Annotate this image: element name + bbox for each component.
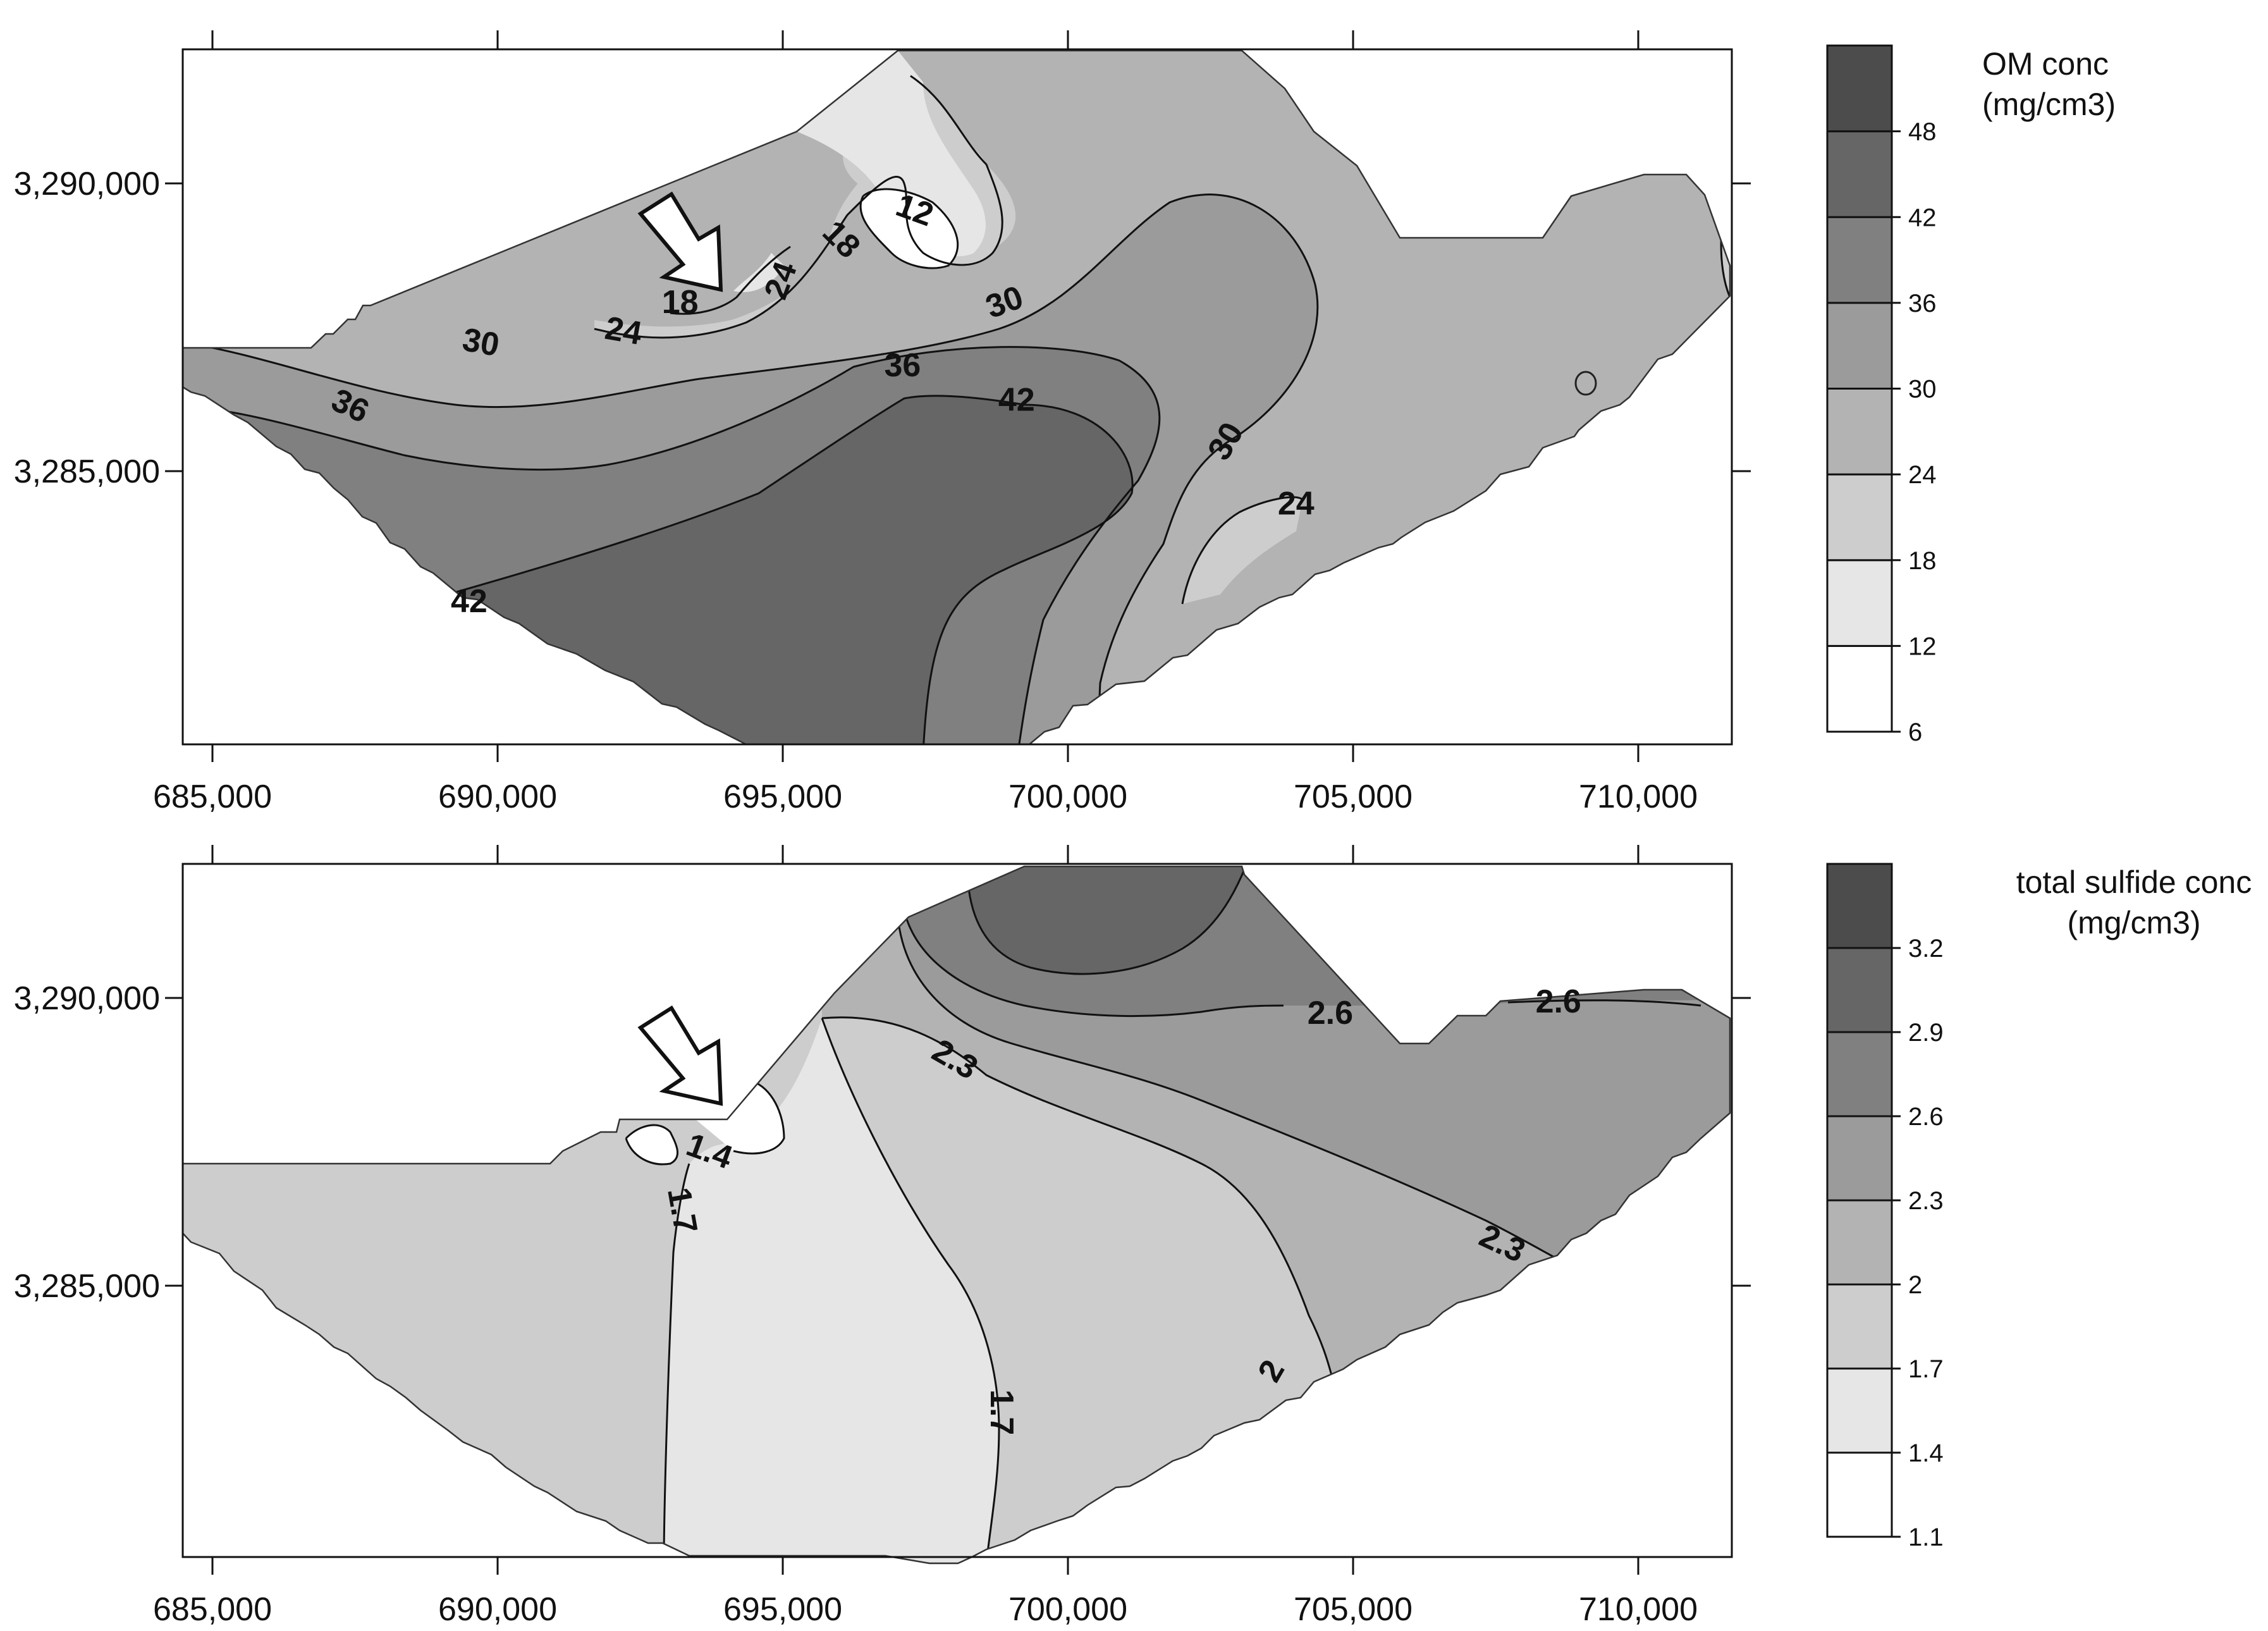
y-tick-label: 3,285,000	[14, 453, 160, 490]
om-small-island	[1574, 371, 1597, 396]
legend-level-label: 1.7	[1908, 1355, 1944, 1383]
legend-swatch	[1826, 559, 1893, 647]
sulfide-contour-lines	[625, 866, 1701, 1563]
legend-title-line: OM conc	[1982, 46, 2109, 82]
x-tick-label: 700,000	[1008, 1591, 1127, 1628]
sulfide-domain-outline	[181, 865, 1731, 1565]
legend-swatch	[1826, 863, 1893, 949]
legend-title-line: total sulfide conc	[2016, 865, 2252, 900]
legend-swatch	[1826, 216, 1893, 304]
x-tick-label: 690,000	[438, 1591, 557, 1628]
om-band-12-18	[797, 51, 986, 257]
legend-swatch	[1826, 1283, 1893, 1370]
y-tick-label: 3,290,000	[14, 166, 160, 202]
om-band-18-24-lower	[1182, 497, 1303, 604]
x-tick-label: 695,000	[723, 1591, 842, 1628]
legend-level-label: 30	[1908, 376, 1937, 403]
legend-title-line: (mg/cm3)	[1982, 87, 2116, 122]
legend-level-label: 48	[1908, 118, 1937, 146]
legend-swatch	[1826, 473, 1893, 562]
om-contour-panel: 685,000 690,000 695,000 700,000 705,000 710,0…	[14, 30, 2116, 815]
x-tick-label: 710,000	[1579, 779, 1698, 815]
x-tick-label: 685,000	[153, 779, 272, 815]
contour-label: 18	[662, 284, 699, 321]
legend-level-label: 1.1	[1908, 1523, 1944, 1551]
x-tick-label: 685,000	[153, 1591, 272, 1628]
contour-label: 42	[998, 382, 1035, 419]
x-tick-label: 690,000	[438, 779, 557, 815]
contour-label: 42	[451, 583, 487, 620]
sulfide-plot-frame	[181, 863, 1733, 1558]
legend-level-label: 2.6	[1908, 1103, 1944, 1131]
legend-swatch	[1826, 644, 1893, 733]
legend-swatch	[1826, 1451, 1893, 1538]
contour-label: 1.7	[983, 1389, 1020, 1435]
legend-swatch	[1826, 302, 1893, 390]
y-tick-label: 3,285,000	[14, 1268, 160, 1305]
contour-label: 1.7	[660, 1185, 704, 1236]
legend-swatch	[1826, 1031, 1893, 1117]
legend-swatch	[1826, 947, 1893, 1033]
legend-level-label: 2	[1908, 1271, 1922, 1299]
contour-label: 30	[460, 321, 502, 364]
contour-label: 2.6	[1536, 983, 1581, 1020]
x-tick-label: 710,000	[1579, 1591, 1698, 1628]
contour-label: 24	[602, 310, 644, 352]
legend-level-label: 42	[1908, 204, 1937, 231]
x-tick-label: 695,000	[723, 779, 842, 815]
contour-label: 2.6	[1308, 995, 1353, 1031]
legend-level-label: 12	[1908, 632, 1937, 660]
legend-level-label: 2.3	[1908, 1187, 1944, 1215]
legend-title-line: (mg/cm3)	[2067, 905, 2200, 940]
sulfide-contour-panel: 685,000 690,000 695,000 700,000 705,000 710,0…	[14, 845, 2252, 1628]
legend-swatch	[1826, 44, 1893, 133]
om-plot-frame	[181, 48, 1733, 746]
legend-swatch	[1826, 1199, 1893, 1286]
om-band-42-48	[436, 395, 1133, 744]
om-axis-ticks: 685,000 690,000 695,000 700,000 705,000 710,0…	[14, 30, 1751, 815]
legend-swatch	[1826, 1115, 1893, 1202]
legend-level-label: 18	[1908, 547, 1937, 575]
legend-swatch	[1826, 1367, 1893, 1454]
legend-swatch	[1826, 388, 1893, 476]
x-tick-label: 705,000	[1294, 1591, 1413, 1628]
legend-level-label: 3.2	[1908, 935, 1944, 963]
om-domain-outline	[181, 49, 1731, 746]
y-tick-label: 3,290,000	[14, 980, 160, 1017]
contour-label: 24	[1278, 485, 1315, 522]
sulfide-arrow-icon	[637, 1005, 723, 1106]
legend-level-label: 2.9	[1908, 1019, 1944, 1047]
contour-label: 36	[884, 347, 921, 384]
sulfide-legend: 1.1 1.4 1.7 2 2.3 2.6 2.9 3.2 total sulfide conc…	[1826, 863, 2252, 1551]
sulfide-band-2.9-3.2	[967, 866, 1246, 974]
sulfide-axis-ticks: 685,000 690,000 695,000 700,000 705,000 710,0…	[14, 845, 1751, 1628]
legend-level-label: 36	[1908, 290, 1937, 317]
sulfide-band-1.1-1.4-b	[626, 1125, 678, 1164]
x-tick-label: 705,000	[1294, 779, 1413, 815]
legend-level-label: 1.4	[1908, 1439, 1944, 1467]
om-legend: 6 12 18 24 30 36 42 48 OM conc (mg/cm3)	[1826, 44, 2116, 746]
x-tick-label: 700,000	[1008, 779, 1127, 815]
legend-swatch	[1826, 130, 1893, 218]
legend-level-label: 6	[1908, 718, 1922, 746]
legend-level-label: 24	[1908, 461, 1937, 489]
om-arrow-icon	[637, 191, 723, 292]
